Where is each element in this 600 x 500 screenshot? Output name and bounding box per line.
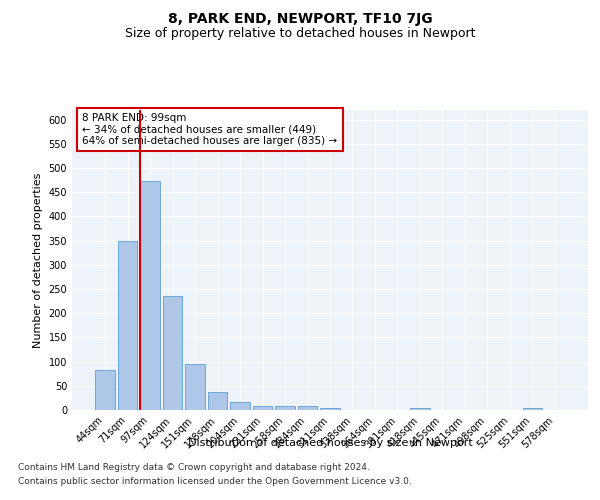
Text: Contains HM Land Registry data © Crown copyright and database right 2024.: Contains HM Land Registry data © Crown c… xyxy=(18,464,370,472)
Text: 8 PARK END: 99sqm
← 34% of detached houses are smaller (449)
64% of semi-detache: 8 PARK END: 99sqm ← 34% of detached hous… xyxy=(82,113,337,146)
Bar xyxy=(95,370,115,410)
Text: Size of property relative to detached houses in Newport: Size of property relative to detached ho… xyxy=(125,28,475,40)
Bar xyxy=(185,364,205,410)
Text: Contains public sector information licensed under the Open Government Licence v3: Contains public sector information licen… xyxy=(18,477,412,486)
Bar xyxy=(523,408,542,410)
Text: Distribution of detached houses by size in Newport: Distribution of detached houses by size … xyxy=(188,438,472,448)
Bar xyxy=(410,408,430,410)
Bar xyxy=(298,406,317,410)
Bar xyxy=(140,180,160,410)
Text: 8, PARK END, NEWPORT, TF10 7JG: 8, PARK END, NEWPORT, TF10 7JG xyxy=(167,12,433,26)
Bar xyxy=(253,406,272,410)
Bar xyxy=(208,392,227,410)
Bar xyxy=(163,296,182,410)
Y-axis label: Number of detached properties: Number of detached properties xyxy=(33,172,43,348)
Bar xyxy=(118,241,137,410)
Bar xyxy=(275,406,295,410)
Bar xyxy=(230,402,250,410)
Bar xyxy=(320,408,340,410)
